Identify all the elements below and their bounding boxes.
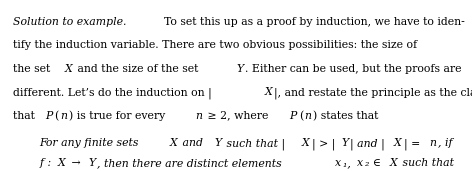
Text: ₁,: ₁, xyxy=(343,158,354,168)
Text: X: X xyxy=(389,158,397,168)
Text: | and |: | and | xyxy=(350,138,385,150)
Text: :: : xyxy=(44,158,55,168)
Text: For any finite sets: For any finite sets xyxy=(39,138,143,148)
Text: ) states that: ) states that xyxy=(313,111,379,121)
Text: Y: Y xyxy=(88,158,95,168)
Text: such that |: such that | xyxy=(223,138,286,150)
Text: . Either can be used, but the proofs are: . Either can be used, but the proofs are xyxy=(245,64,462,74)
Text: (: ( xyxy=(299,111,303,121)
Text: different. Let’s do the induction on |: different. Let’s do the induction on | xyxy=(13,87,212,99)
Text: ≥ 2, where: ≥ 2, where xyxy=(204,111,272,121)
Text: n: n xyxy=(195,111,202,121)
Text: | > |: | > | xyxy=(312,138,335,150)
Text: and: and xyxy=(179,138,207,148)
Text: (: ( xyxy=(54,111,59,121)
Text: To set this up as a proof by induction, we have to iden-: To set this up as a proof by induction, … xyxy=(157,17,464,27)
Text: such that: such that xyxy=(399,158,455,168)
Text: n: n xyxy=(60,111,67,121)
Text: |, and restate the principle as the claim: |, and restate the principle as the clai… xyxy=(274,87,472,99)
Text: x: x xyxy=(357,158,363,168)
Text: ) is true for every: ) is true for every xyxy=(69,111,169,121)
Text: Y: Y xyxy=(214,138,221,148)
Text: X: X xyxy=(394,138,402,148)
Text: the set: the set xyxy=(13,64,54,74)
Text: x: x xyxy=(335,158,341,168)
Text: X: X xyxy=(58,158,66,168)
Text: Solution to example.: Solution to example. xyxy=(13,17,126,27)
Text: X: X xyxy=(169,138,177,148)
Text: X: X xyxy=(302,138,310,148)
Text: , then there are distinct elements: , then there are distinct elements xyxy=(97,158,286,168)
Text: Y: Y xyxy=(341,138,348,148)
Text: ₂ ∈: ₂ ∈ xyxy=(365,158,384,168)
Text: f: f xyxy=(39,158,43,168)
Text: that: that xyxy=(13,111,38,121)
Text: X: X xyxy=(65,64,72,74)
Text: P: P xyxy=(45,111,52,121)
Text: →: → xyxy=(67,158,84,168)
Text: and the size of the set: and the size of the set xyxy=(75,64,202,74)
Text: P: P xyxy=(290,111,297,121)
Text: X: X xyxy=(264,87,272,97)
Text: Y: Y xyxy=(236,64,243,74)
Text: , if: , if xyxy=(438,138,452,148)
Text: n: n xyxy=(429,138,436,148)
Text: n: n xyxy=(304,111,312,121)
Text: tify the induction variable. There are two obvious possibilities: the size of: tify the induction variable. There are t… xyxy=(13,40,417,50)
Text: | =: | = xyxy=(404,138,424,150)
